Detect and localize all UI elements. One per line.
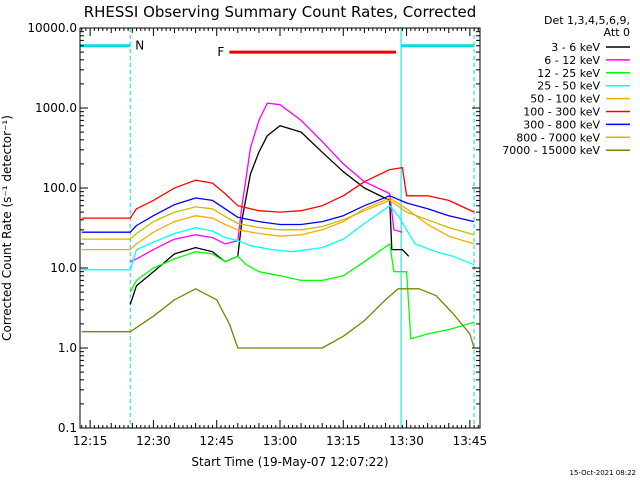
legend-label: 300 - 800 keV (523, 118, 600, 131)
generation-timestamp: 15-Oct-2021 08:22 (570, 469, 636, 477)
legend-label: 6 - 12 keV (544, 54, 600, 67)
series-line-4 (81, 205, 475, 271)
x-tick-label: 12:45 (199, 434, 234, 448)
legend-header-line-2: Att 0 (604, 26, 630, 39)
x-axis: 12:15 12:30 12:45 13:00 13:15 13:30 13:45 (73, 28, 487, 448)
series-line-9 (81, 288, 475, 349)
legend-label: 12 - 25 keV (537, 67, 600, 80)
series-line-7 (81, 195, 475, 233)
y-tick-label: 10000.0 (27, 21, 77, 35)
x-tick-label: 12:15 (73, 434, 108, 448)
legend-label: 100 - 300 keV (523, 106, 600, 119)
y-tick-label: 0.1 (58, 421, 77, 435)
x-tick-label: 12:30 (136, 434, 171, 448)
series-line-5 (81, 197, 475, 251)
plot-frame (79, 27, 481, 429)
legend-label: 3 - 6 keV (551, 41, 600, 54)
series-line-8 (81, 199, 475, 240)
series-line-1 (129, 125, 410, 305)
y-axis-label: Corrected Count Rate (s⁻¹ detector⁻¹) (0, 115, 14, 341)
series-line-6 (81, 166, 475, 219)
x-tick-label: 13:00 (263, 434, 298, 448)
marker-label: F (217, 45, 224, 59)
x-axis-label: Start Time (19-May-07 12:07:22) (191, 455, 388, 469)
x-tick-label: 13:30 (389, 434, 424, 448)
x-tick-label: 13:15 (326, 434, 361, 448)
marker-label: N (135, 39, 144, 53)
legend-label: 800 - 7000 keV (516, 131, 600, 144)
y-tick-label: 10.0 (50, 261, 77, 275)
legend-header-line-1: Det 1,3,4,5,6,9, (544, 14, 630, 27)
legend-label: 50 - 100 keV (530, 93, 600, 106)
chart-title: RHESSI Observing Summary Count Rates, Co… (84, 3, 477, 21)
legend-label: 7000 - 15000 keV (502, 144, 600, 157)
y-axis: 0.1 1.0 10.0 100.0 1000.0 10000.0 (27, 21, 480, 435)
legend-label: 25 - 50 keV (537, 80, 600, 93)
y-tick-label: 100.0 (43, 181, 77, 195)
y-tick-label: 1.0 (58, 341, 77, 355)
series-line-2 (129, 102, 403, 263)
y-tick-label: 1000.0 (35, 101, 77, 115)
series-line-3 (129, 243, 475, 340)
x-tick-label: 13:45 (453, 434, 488, 448)
